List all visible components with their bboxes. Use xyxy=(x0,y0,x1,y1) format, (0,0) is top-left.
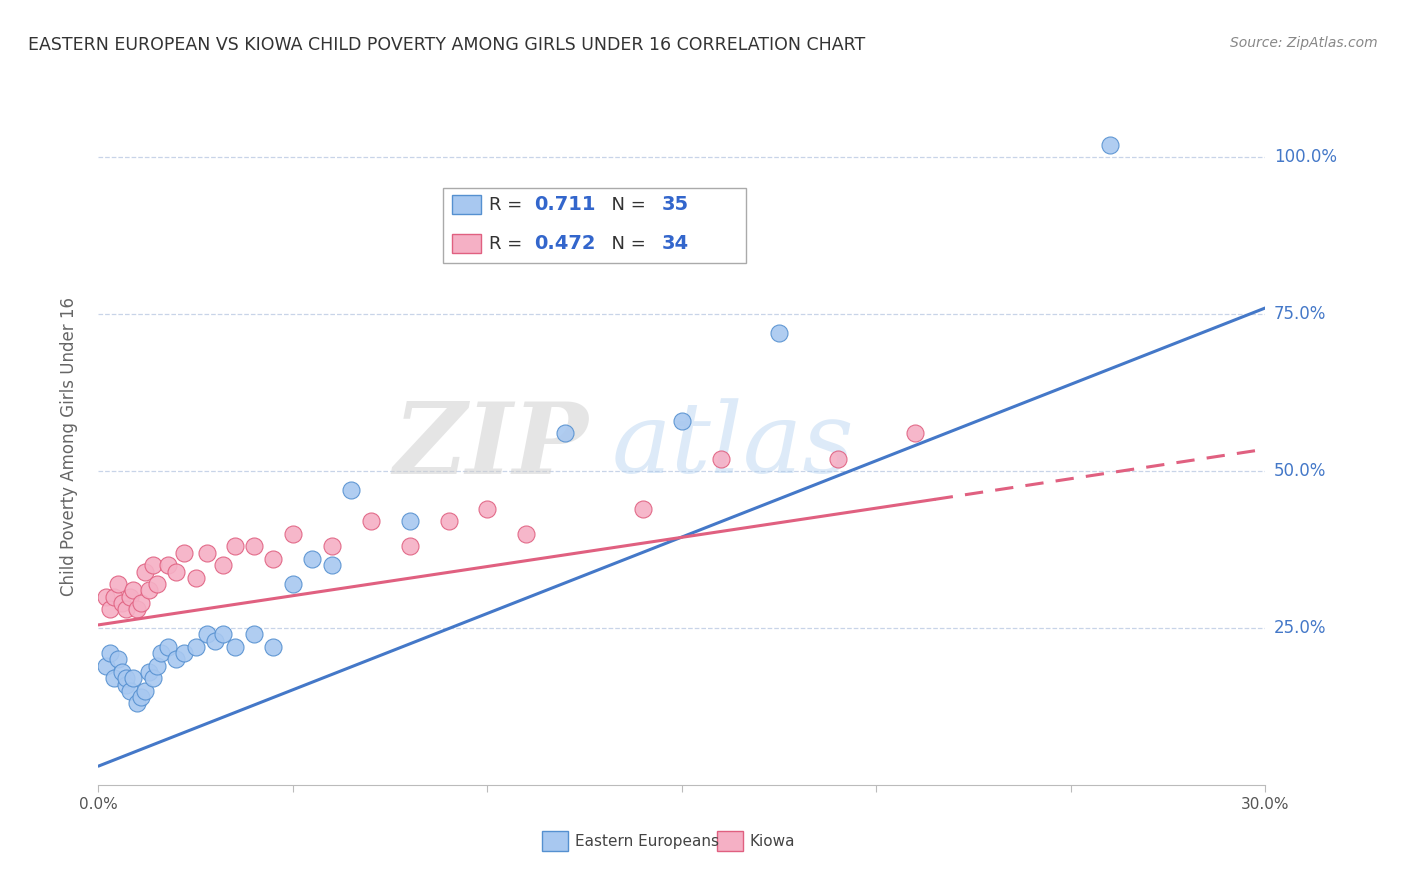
Point xyxy=(122,583,145,598)
Text: N =: N = xyxy=(600,195,652,214)
Point xyxy=(127,602,149,616)
Point xyxy=(157,558,180,573)
FancyBboxPatch shape xyxy=(541,831,568,851)
Point xyxy=(134,683,156,698)
Point xyxy=(710,451,733,466)
Point xyxy=(107,652,129,666)
Point xyxy=(243,540,266,554)
Point xyxy=(360,514,382,528)
Point xyxy=(165,565,187,579)
Point xyxy=(134,565,156,579)
Point xyxy=(138,583,160,598)
Point xyxy=(477,501,499,516)
Point xyxy=(224,540,246,554)
Point xyxy=(129,690,152,704)
Point xyxy=(212,627,235,641)
Point xyxy=(204,633,226,648)
Text: ZIP: ZIP xyxy=(394,398,589,494)
Point xyxy=(321,540,343,554)
Point xyxy=(398,540,420,554)
Point xyxy=(118,683,141,698)
Point xyxy=(195,546,218,560)
Point xyxy=(281,527,304,541)
Point xyxy=(96,590,118,604)
Point xyxy=(212,558,235,573)
Point xyxy=(904,426,927,441)
Point xyxy=(195,627,218,641)
Point xyxy=(340,483,363,497)
Point xyxy=(437,514,460,528)
Point xyxy=(301,552,323,566)
Point xyxy=(107,577,129,591)
Point xyxy=(157,640,180,654)
FancyBboxPatch shape xyxy=(451,195,481,214)
Text: N =: N = xyxy=(600,235,652,253)
Point xyxy=(768,326,790,340)
Point xyxy=(103,671,125,685)
Text: Kiowa: Kiowa xyxy=(749,834,796,848)
Point xyxy=(98,602,121,616)
Text: 34: 34 xyxy=(662,235,689,253)
FancyBboxPatch shape xyxy=(717,831,742,851)
Point xyxy=(515,527,537,541)
Point xyxy=(1098,137,1121,152)
Point xyxy=(114,677,136,691)
Point xyxy=(111,596,134,610)
Point xyxy=(262,552,284,566)
Text: 100.0%: 100.0% xyxy=(1274,148,1337,166)
Point xyxy=(118,590,141,604)
Point xyxy=(173,646,195,660)
Point xyxy=(146,658,169,673)
Point xyxy=(827,451,849,466)
Point xyxy=(129,596,152,610)
Point xyxy=(671,414,693,428)
Point xyxy=(149,646,172,660)
Point xyxy=(224,640,246,654)
Point xyxy=(98,646,121,660)
Text: 0.472: 0.472 xyxy=(534,235,595,253)
Text: 25.0%: 25.0% xyxy=(1274,619,1326,637)
Point xyxy=(281,577,304,591)
Point xyxy=(173,546,195,560)
FancyBboxPatch shape xyxy=(451,234,481,252)
Point xyxy=(127,697,149,711)
Point xyxy=(262,640,284,654)
Text: 0.711: 0.711 xyxy=(534,195,595,214)
Point xyxy=(103,590,125,604)
Text: 35: 35 xyxy=(662,195,689,214)
Text: 50.0%: 50.0% xyxy=(1274,462,1326,480)
Point xyxy=(321,558,343,573)
Text: Source: ZipAtlas.com: Source: ZipAtlas.com xyxy=(1230,36,1378,50)
Point xyxy=(165,652,187,666)
Point xyxy=(142,671,165,685)
Text: EASTERN EUROPEAN VS KIOWA CHILD POVERTY AMONG GIRLS UNDER 16 CORRELATION CHART: EASTERN EUROPEAN VS KIOWA CHILD POVERTY … xyxy=(28,36,865,54)
Point xyxy=(138,665,160,679)
Text: atlas: atlas xyxy=(612,399,855,493)
Point xyxy=(184,640,207,654)
Point xyxy=(114,602,136,616)
Point xyxy=(111,665,134,679)
Point xyxy=(631,501,654,516)
Text: 75.0%: 75.0% xyxy=(1274,305,1326,323)
Text: R =: R = xyxy=(489,235,529,253)
Point xyxy=(114,671,136,685)
Point xyxy=(554,426,576,441)
Point xyxy=(96,658,118,673)
Text: R =: R = xyxy=(489,195,529,214)
Point xyxy=(142,558,165,573)
Point xyxy=(184,571,207,585)
Point xyxy=(146,577,169,591)
Y-axis label: Child Poverty Among Girls Under 16: Child Poverty Among Girls Under 16 xyxy=(59,296,77,596)
Point xyxy=(243,627,266,641)
FancyBboxPatch shape xyxy=(443,188,747,263)
Text: Eastern Europeans: Eastern Europeans xyxy=(575,834,718,848)
Point xyxy=(122,671,145,685)
Point xyxy=(398,514,420,528)
